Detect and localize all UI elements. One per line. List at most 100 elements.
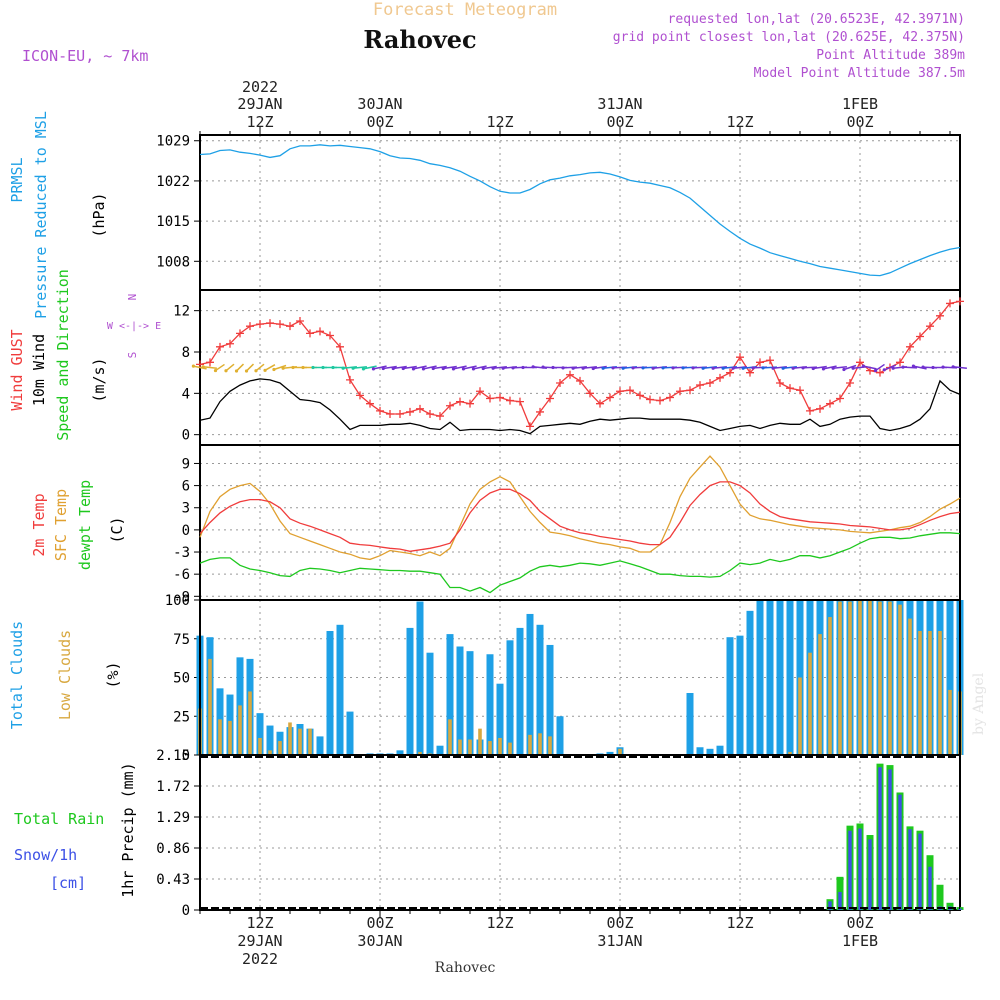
total-cloud-bar [316, 736, 324, 755]
wind-direction-arrow [453, 365, 467, 370]
top-hour-label: 00Z [846, 113, 873, 131]
gust-marker [746, 368, 754, 377]
wind-arrow-head [431, 366, 435, 371]
wind-direction-arrow [273, 364, 287, 371]
dewpt-temp-label: dewpt Temp [76, 480, 94, 570]
wind-direction-arrow [373, 365, 387, 370]
compass-n: N [126, 294, 139, 301]
gust-marker [796, 386, 804, 395]
low-cloud-bar [278, 741, 282, 755]
low-cloud-bar [928, 631, 932, 755]
gust-marker [626, 386, 634, 395]
wind-arrow-head [711, 366, 715, 370]
gust-marker [266, 319, 274, 328]
rain-bar [936, 884, 944, 910]
total-cloud-bar [756, 600, 764, 755]
wind-arrow-head [301, 365, 305, 370]
total-cloud-bar [746, 610, 754, 755]
wind-unit-label: (m/s) [90, 357, 108, 402]
low-cloud-bar [858, 600, 862, 755]
wind-arrow-head [671, 366, 675, 370]
y-tick-label: 0.86 [156, 841, 190, 857]
bottom-date-label: 1FEB [842, 932, 878, 950]
bottom-hour-label: 12Z [486, 914, 513, 932]
wind-arrow-head [511, 366, 515, 370]
wind-direction-arrow [215, 363, 225, 372]
wind-arrow-head [651, 366, 655, 370]
wind-direction-arrow [783, 366, 797, 369]
wind-arrow-head [224, 369, 228, 373]
gust-marker [806, 406, 814, 415]
wind-arrow-head [821, 367, 826, 371]
wind-arrow-head [601, 366, 605, 370]
gust-marker [926, 322, 934, 331]
wind-arrow-head [291, 365, 295, 370]
gust-marker [336, 342, 344, 351]
low-cloud-bar [228, 720, 232, 755]
y-tick-label: 100 [165, 593, 190, 609]
wind-arrow-head [311, 365, 315, 370]
wind-arrow-head [581, 366, 585, 370]
wind-arrow-head [842, 367, 846, 372]
low-cloud-bar [808, 652, 812, 755]
bottom-date-label: 29JAN [237, 932, 282, 950]
low-cloud-bar [878, 601, 882, 755]
wind-direction-arrow [642, 366, 658, 369]
gust-marker [666, 393, 674, 402]
panel-frame [199, 444, 961, 601]
total-cloud-bar [556, 716, 564, 755]
total-cloud-bar [496, 683, 504, 755]
gust-marker [306, 329, 314, 338]
point-altitude: Point Altitude 389m [816, 48, 965, 63]
gust-marker [566, 370, 574, 379]
wind-arrow-head [234, 369, 239, 373]
y-tick-label: 1022 [156, 174, 190, 190]
low-cloud-bar [538, 733, 542, 755]
wind-arrow-head [331, 365, 335, 370]
wind-direction-arrow [363, 365, 377, 370]
gust-marker [696, 381, 704, 390]
wind-direction-arrow [913, 365, 927, 370]
total-cloud-bar [706, 748, 714, 755]
gust-marker [516, 397, 524, 406]
wind-arrow-head [631, 366, 635, 370]
bottom-hour-label: 00Z [366, 914, 393, 932]
wind-arrow-head [321, 365, 325, 370]
model-label: ICON-EU, ~ 7km [22, 47, 148, 65]
wind-direction-arrow [802, 366, 818, 369]
wind-direction-arrow [562, 366, 578, 369]
watermark: by Angel [971, 672, 987, 735]
total-cloud-bar [266, 725, 274, 755]
wind-direction-arrow [823, 365, 837, 370]
gust-marker [396, 410, 404, 418]
y-tick-label: 0 [182, 428, 190, 444]
low-cloud-bar [238, 705, 242, 755]
gust-marker [506, 396, 514, 405]
y-tick-label: 12 [173, 304, 190, 320]
low-cloud-bar [448, 719, 452, 755]
snow-bar [878, 767, 882, 910]
gust-marker [426, 410, 434, 418]
footer-station: Rahovec [435, 960, 496, 976]
gust-marker [296, 317, 304, 325]
wind-arrow-head [801, 366, 805, 370]
total-cloud-bar [326, 631, 334, 755]
total-cloud-bar [776, 600, 784, 755]
wind-arrow-head [621, 366, 625, 370]
wind-arrow-head [281, 366, 285, 370]
wind-direction-arrow [733, 366, 747, 369]
wind-arrow-head [701, 366, 705, 370]
gust-marker [556, 379, 564, 387]
wind-arrow-head [691, 366, 695, 370]
gust-marker [826, 399, 834, 408]
y-tick-label: 25 [173, 709, 190, 725]
total-cloud-bar [686, 693, 694, 755]
sfc-temp-label: SFC Temp [52, 489, 70, 561]
wind-direction-arrow [723, 366, 737, 369]
wind-speed-dir-label: Speed and Direction [54, 269, 72, 441]
wind-arrow-head [213, 368, 218, 373]
temp-2m-line [199, 481, 961, 552]
total-cloud-bar [526, 613, 534, 755]
panel-frame [199, 754, 961, 911]
gust-marker [536, 407, 544, 416]
